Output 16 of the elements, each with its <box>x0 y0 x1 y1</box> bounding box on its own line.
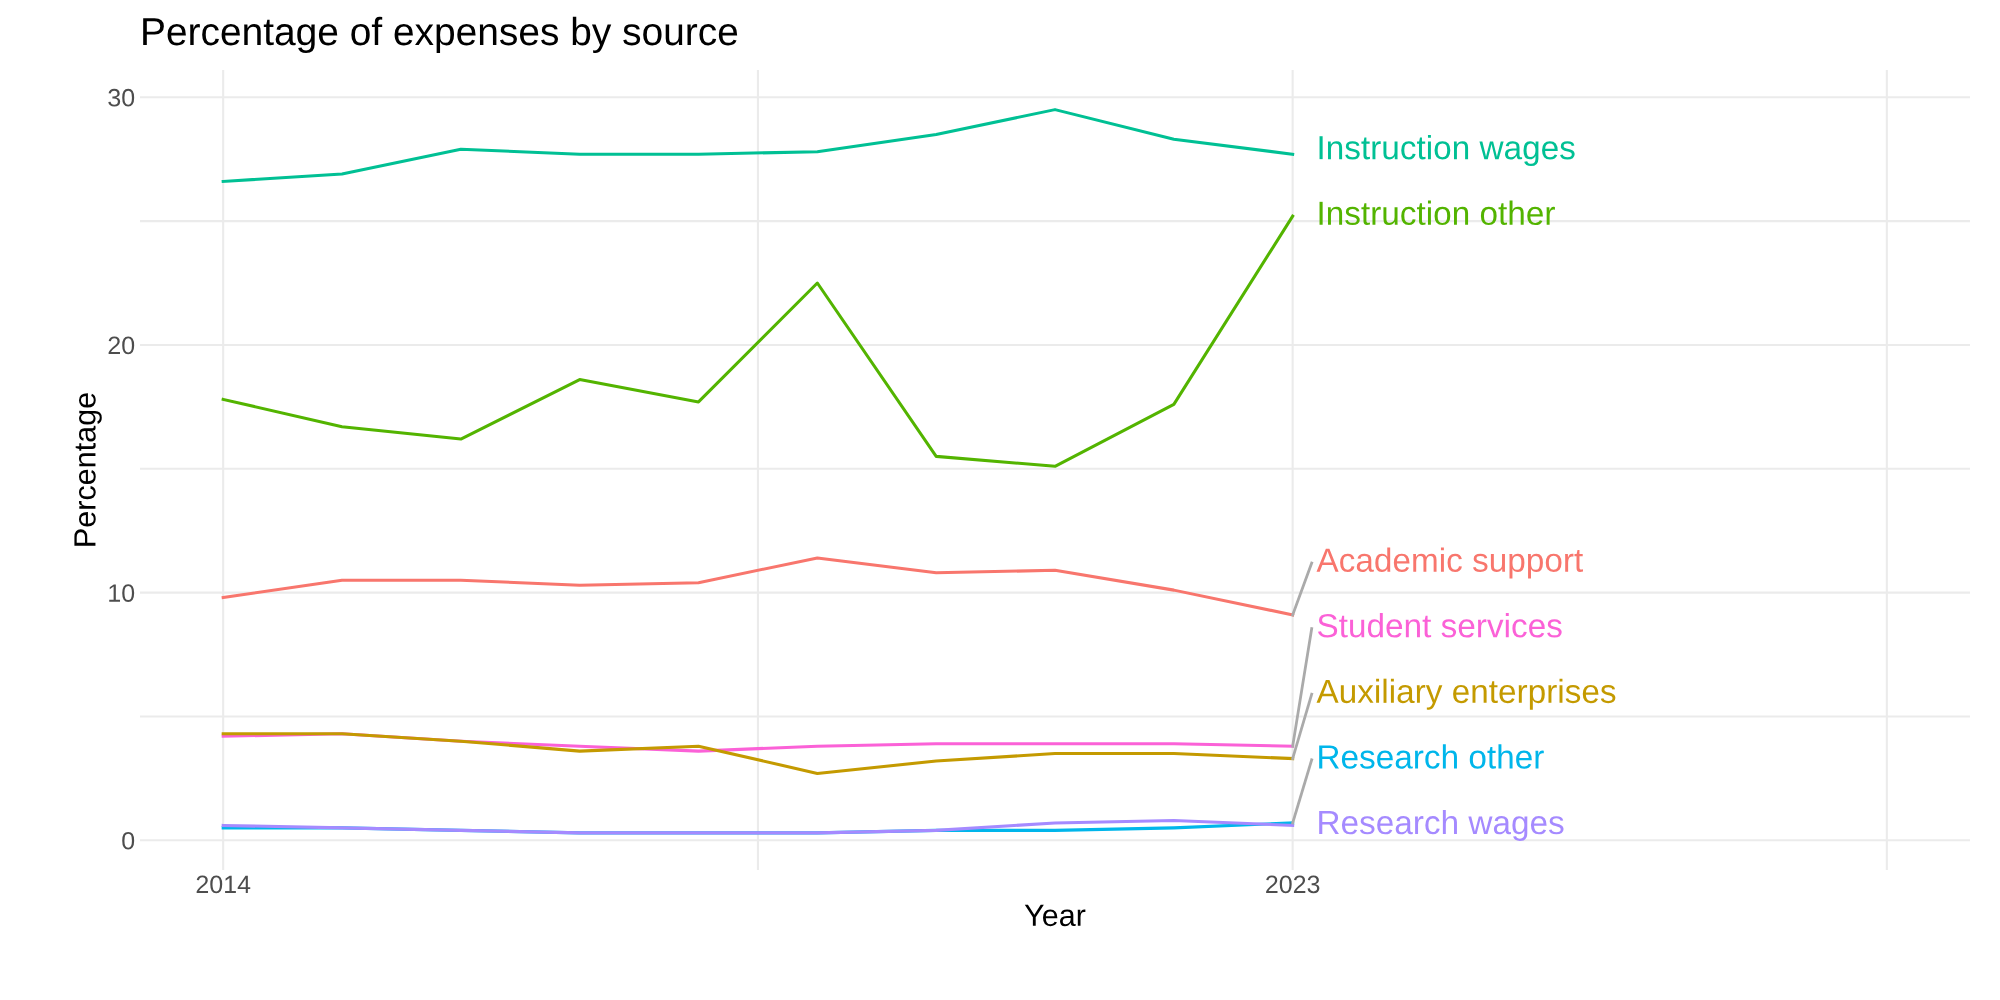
chart-title: Percentage of expenses by source <box>143 16 738 54</box>
series-label: Instruction wages <box>1319 134 1575 167</box>
y-tick-label: 30 <box>108 88 135 107</box>
y-tick-label: 10 <box>109 584 135 602</box>
y-tick-label: 20 <box>108 336 135 355</box>
series-label: Instruction other <box>1319 200 1555 226</box>
series-label: Academic support <box>1316 547 1583 579</box>
series-label: Research other <box>1319 744 1544 769</box>
y-tick-label: 0 <box>122 831 135 850</box>
text: Student services <box>1317 613 1562 638</box>
x-tick-label: 2014 <box>196 875 251 894</box>
y-axis-title: Percentage <box>74 393 102 546</box>
x-tick-label: 2023 <box>1266 875 1320 894</box>
series-label: Research wages <box>1319 809 1564 841</box>
series-label: Auxiliary enterprises <box>1316 678 1616 710</box>
x-axis-title: Year <box>1024 904 1086 927</box>
